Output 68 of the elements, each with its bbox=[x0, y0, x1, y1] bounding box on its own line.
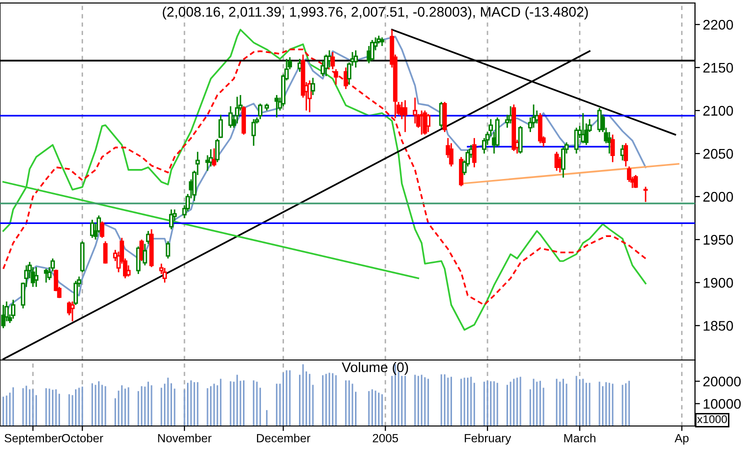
candlestick bbox=[205, 154, 210, 172]
y-tick-label: 10000 bbox=[704, 398, 741, 409]
x-tick-label: November bbox=[158, 434, 212, 442]
x-tick-label: March bbox=[564, 434, 596, 442]
candlestick bbox=[634, 174, 638, 189]
candlestick bbox=[574, 127, 579, 154]
candlestick bbox=[330, 51, 335, 70]
y-tick-label: 20000 bbox=[703, 376, 741, 386]
candlestick bbox=[215, 138, 220, 163]
candlestick bbox=[610, 134, 615, 163]
x-tick-label: October bbox=[62, 434, 104, 442]
chart-title: Volume (0) bbox=[342, 362, 408, 375]
candlestick bbox=[561, 146, 566, 178]
candlestick bbox=[344, 66, 348, 90]
y-tick-label: 2200 bbox=[703, 20, 733, 30]
candlestick bbox=[422, 110, 428, 136]
y-tick-label: 1850 bbox=[704, 320, 733, 331]
candlestick bbox=[100, 220, 104, 239]
text: x1000 bbox=[697, 415, 727, 424]
candlestick bbox=[44, 268, 48, 284]
y-tick-label: 1950 bbox=[704, 234, 733, 245]
candlestick bbox=[169, 208, 174, 230]
candlestick bbox=[334, 68, 338, 86]
x-tick-label: December bbox=[257, 434, 310, 442]
candlestick bbox=[142, 243, 148, 266]
candlestick bbox=[74, 280, 78, 306]
x-tick-label: February bbox=[464, 434, 512, 445]
candlestick bbox=[488, 118, 493, 138]
candlestick bbox=[274, 94, 279, 118]
candlestick bbox=[412, 96, 418, 124]
candlestick bbox=[234, 96, 240, 124]
candlestick bbox=[472, 137, 476, 168]
candlestick bbox=[419, 110, 424, 136]
candlestick bbox=[554, 151, 559, 172]
candlestick bbox=[531, 104, 536, 128]
candlestick bbox=[402, 100, 408, 133]
candlestick bbox=[426, 113, 430, 133]
candlestick bbox=[1, 304, 6, 329]
candlestick bbox=[126, 264, 131, 278]
candlestick bbox=[136, 246, 141, 275]
candlestick bbox=[607, 131, 612, 154]
candlestick bbox=[103, 240, 108, 264]
y-tick-label: 1900 bbox=[704, 278, 733, 288]
x-tick-label: 2005 bbox=[372, 434, 398, 442]
candlestick bbox=[34, 266, 38, 288]
y-tick-label: 2150 bbox=[703, 62, 733, 73]
candlestick bbox=[258, 102, 262, 120]
candlestick bbox=[208, 148, 213, 168]
candlestick bbox=[90, 219, 94, 239]
candlestick bbox=[162, 267, 167, 284]
candlestick bbox=[251, 118, 256, 146]
candlestick bbox=[643, 186, 648, 203]
candlestick bbox=[212, 148, 216, 168]
candlestick bbox=[218, 114, 223, 139]
candlestick bbox=[139, 238, 144, 262]
candlestick bbox=[324, 54, 328, 77]
candlestick bbox=[370, 39, 374, 62]
y-tick-label: 2100 bbox=[703, 106, 733, 116]
candlestick bbox=[624, 142, 628, 168]
candlestick bbox=[166, 240, 170, 260]
chart-title: (2,008.16, 2,011.39, 1,993.76, 2,007.51, -0.28003), MACD (-13.4802) bbox=[162, 6, 588, 20]
y-tick-label: 2000 bbox=[703, 192, 733, 202]
candlestick bbox=[310, 77, 316, 96]
y-tick-label: 2050 bbox=[703, 148, 733, 159]
x-tick-label: Ap bbox=[674, 434, 689, 445]
candlestick bbox=[354, 50, 358, 68]
candlestick bbox=[11, 299, 16, 320]
x-tick-label: September bbox=[4, 434, 62, 445]
